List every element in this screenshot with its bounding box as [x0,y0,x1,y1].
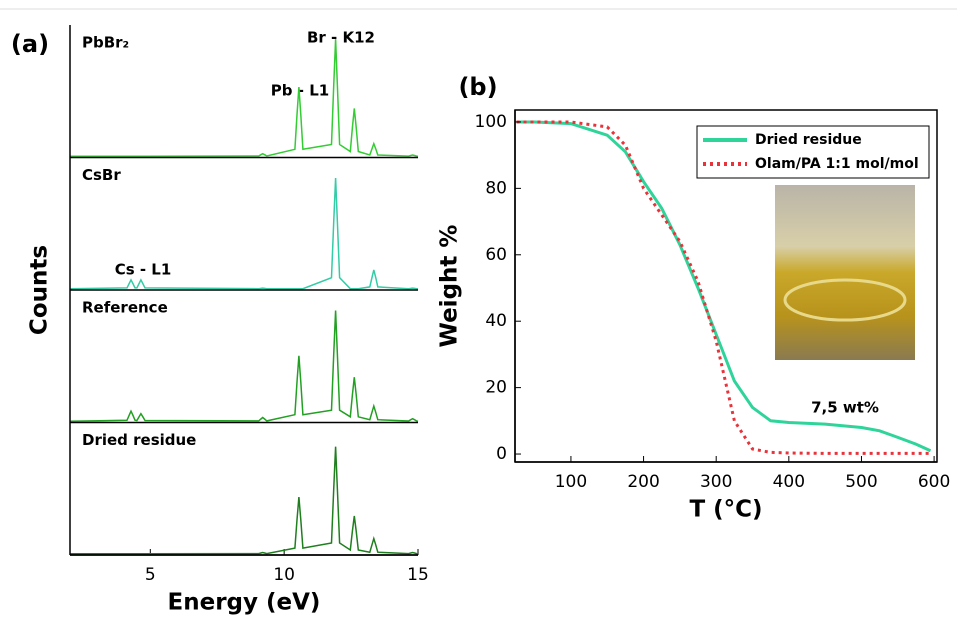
photo [775,185,915,360]
x-tick-label: 15 [407,565,429,585]
x-tick-label: 400 [773,472,805,492]
photo-detail [783,278,907,322]
x-tick-label: 500 [845,472,877,492]
annotation: Pb - L1 [271,82,329,100]
annotation: Cs - L1 [115,261,172,279]
series-label: CsBr [82,166,121,184]
x-tick-label: 200 [627,472,659,492]
y-tick-label: 20 [485,378,507,398]
x-tick-label: 5 [145,565,156,585]
legend-label: Dried residue [755,132,862,148]
legend-label: Olam/PA 1:1 mol/mol [755,156,919,172]
series-line [516,120,932,453]
x-tick-label: 100 [555,472,587,492]
y-tick-label: 100 [475,112,507,132]
series-line [69,310,419,422]
panel-label: (a) [11,30,49,58]
annotation: 7,5 wt% [811,399,879,417]
x-tick-label: 300 [700,472,732,492]
series-line [69,177,418,290]
y-tick-label: 40 [485,311,507,331]
x-axis-label: T (°C) [689,497,762,523]
series-label: Reference [82,299,168,317]
series-line [70,39,419,157]
series-line [70,446,419,555]
legend-box [696,125,930,179]
y-tick-label: 60 [485,245,507,265]
annotation: Br - K12 [307,29,375,47]
y-axis-label: Weight % [437,225,463,348]
y-tick-label: 80 [485,178,507,198]
series-label: Dried residue [82,431,196,449]
x-tick-label: 10 [273,565,295,585]
x-axis-label: Energy (eV) [168,590,321,616]
plot-frame [514,109,938,463]
series-label: PbBr₂ [82,34,129,52]
x-tick-label: 600 [918,472,950,492]
y-axis-label: Counts [27,245,53,335]
panel-label: (b) [458,73,497,101]
y-tick-label: 0 [496,444,507,464]
